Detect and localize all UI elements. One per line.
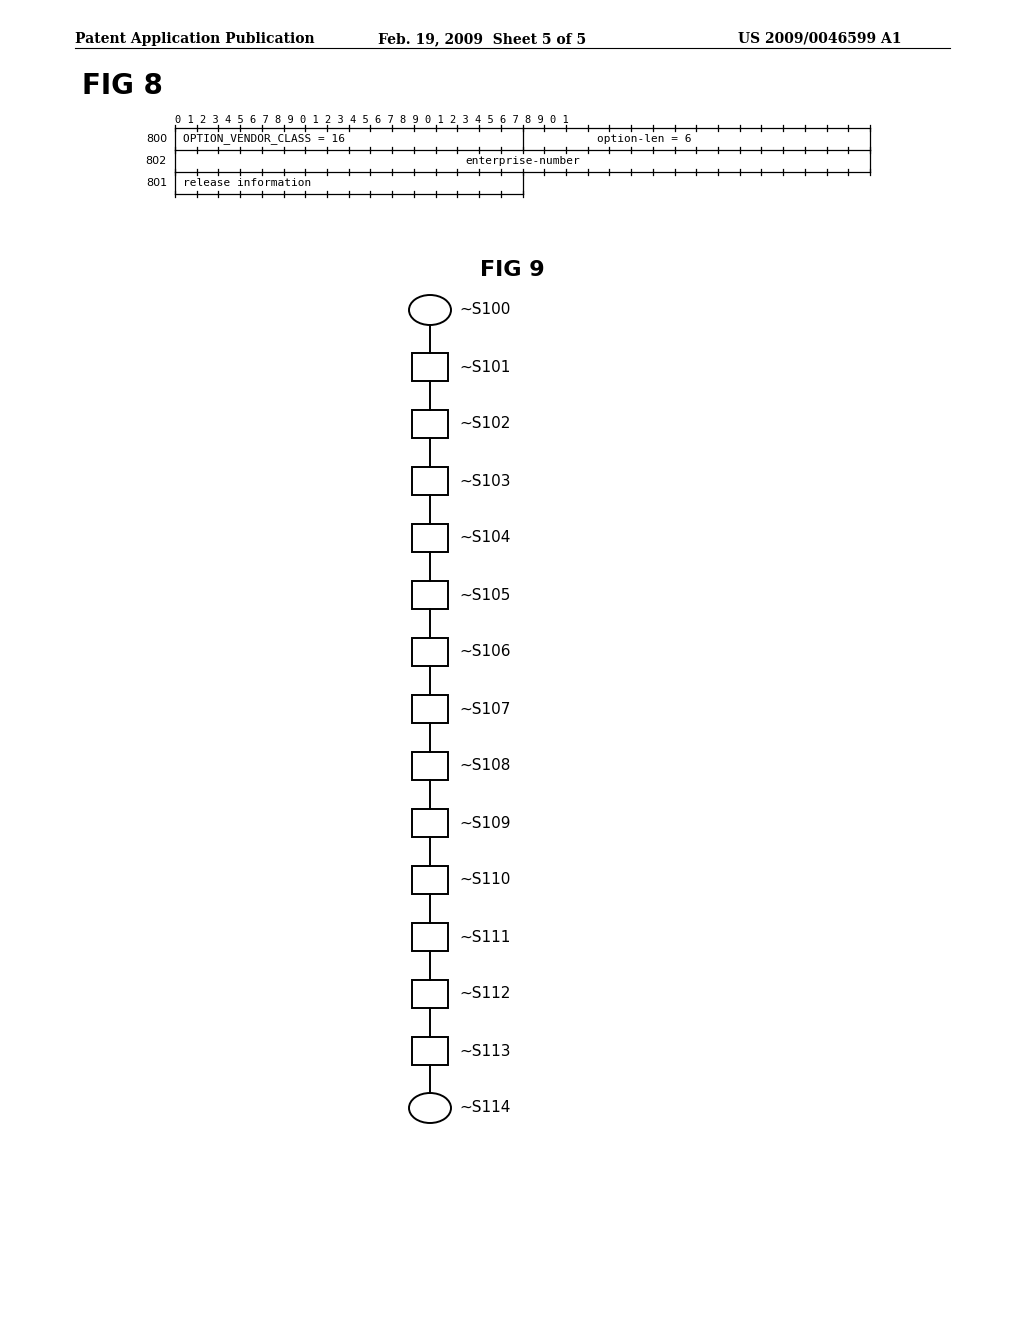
Text: FIG 8: FIG 8 [82,73,163,100]
Text: ~S114: ~S114 [459,1101,510,1115]
Text: 802: 802 [145,156,167,166]
Text: ~S113: ~S113 [459,1044,511,1059]
Text: OPTION_VENDOR_CLASS = 16: OPTION_VENDOR_CLASS = 16 [183,133,345,144]
Text: ~S106: ~S106 [459,644,511,660]
Text: ~S101: ~S101 [459,359,510,375]
Text: release information: release information [183,178,311,187]
Text: ~S108: ~S108 [459,759,510,774]
Text: Feb. 19, 2009  Sheet 5 of 5: Feb. 19, 2009 Sheet 5 of 5 [378,32,586,46]
Text: ~S111: ~S111 [459,929,510,945]
Text: 801: 801 [145,178,167,187]
Text: ~S107: ~S107 [459,701,510,717]
Text: ~S103: ~S103 [459,474,511,488]
Text: 800: 800 [145,135,167,144]
Text: option-len = 6: option-len = 6 [597,135,691,144]
Text: ~S110: ~S110 [459,873,510,887]
Text: 0 1 2 3 4 5 6 7 8 9 0 1 2 3 4 5 6 7 8 9 0 1 2 3 4 5 6 7 8 9 0 1: 0 1 2 3 4 5 6 7 8 9 0 1 2 3 4 5 6 7 8 9 … [175,115,568,125]
Text: ~S109: ~S109 [459,816,511,830]
Text: FIG 9: FIG 9 [479,260,545,280]
Text: ~S105: ~S105 [459,587,510,602]
Text: ~S104: ~S104 [459,531,510,545]
Text: US 2009/0046599 A1: US 2009/0046599 A1 [738,32,901,46]
Text: ~S100: ~S100 [459,302,510,318]
Text: ~S112: ~S112 [459,986,510,1002]
Text: ~S102: ~S102 [459,417,510,432]
Text: enterprise-number: enterprise-number [465,156,580,166]
Text: Patent Application Publication: Patent Application Publication [75,32,314,46]
